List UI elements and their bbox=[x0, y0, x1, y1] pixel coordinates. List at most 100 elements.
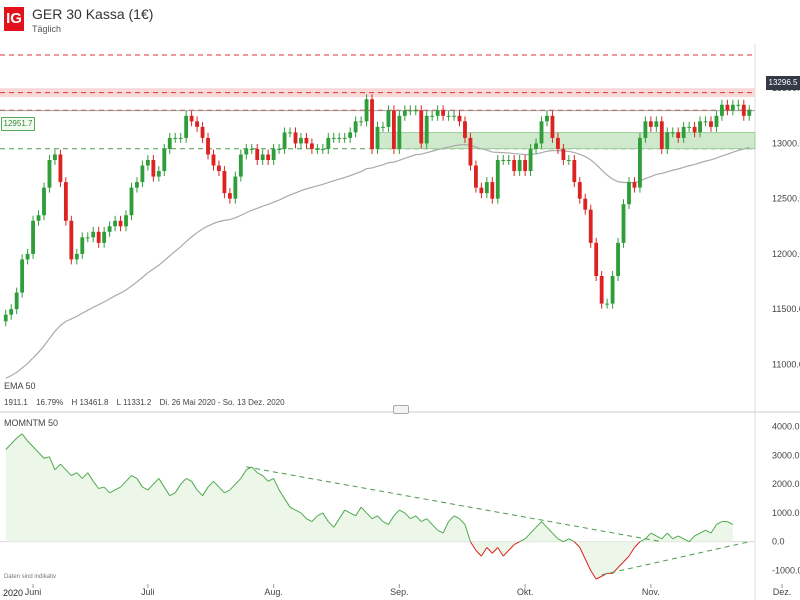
price-tick-label: 13000.0 bbox=[772, 138, 800, 148]
candle-body bbox=[167, 137, 172, 149]
ema-indicator-label[interactable]: EMA 50 bbox=[4, 381, 36, 391]
candle-body bbox=[599, 276, 604, 304]
momentum-segment bbox=[404, 512, 411, 520]
x-tick-label: Okt. bbox=[517, 587, 534, 597]
candle-body bbox=[413, 110, 418, 112]
candle-body bbox=[102, 231, 107, 243]
momentum-indicator-label[interactable]: MOMNTM 50 bbox=[4, 418, 58, 428]
info-value-2: 16.79% bbox=[36, 398, 64, 407]
momentum-segment bbox=[491, 547, 499, 554]
momentum-segment bbox=[262, 475, 269, 482]
momentum-segment bbox=[399, 509, 406, 514]
candle-body bbox=[616, 242, 620, 276]
momentum-segment bbox=[426, 518, 433, 525]
momentum-area bbox=[5, 433, 733, 580]
momentum-segment bbox=[371, 515, 378, 520]
candle-body bbox=[129, 187, 134, 216]
support-level-badge: 12951.7 bbox=[1, 117, 35, 131]
momentum-period: 50 bbox=[48, 418, 59, 428]
momentum-segment bbox=[666, 532, 674, 540]
candle-body bbox=[545, 115, 549, 122]
momentum-segment bbox=[705, 529, 712, 534]
momentum-segment bbox=[229, 483, 236, 491]
info-high: H 13461.8 bbox=[71, 398, 109, 407]
ema-period: 50 bbox=[25, 381, 36, 391]
candle-body bbox=[80, 237, 85, 254]
candle-body bbox=[441, 110, 446, 116]
momentum-segment bbox=[65, 469, 72, 476]
momentum-segment bbox=[634, 541, 641, 548]
momentum-segment bbox=[180, 478, 187, 485]
candle-body bbox=[96, 231, 101, 243]
momentum-segment bbox=[393, 509, 400, 517]
momentum-segment bbox=[240, 469, 247, 479]
candle-body bbox=[386, 110, 391, 127]
candle-body bbox=[255, 148, 260, 160]
momentum-segment bbox=[677, 535, 684, 540]
candle-body bbox=[47, 160, 52, 188]
candle-body bbox=[320, 148, 325, 150]
candle-body bbox=[342, 137, 347, 139]
candle-body bbox=[244, 148, 249, 155]
candle-body bbox=[195, 121, 199, 127]
candle-body bbox=[632, 182, 637, 188]
momentum-segment bbox=[234, 478, 242, 485]
candle-body bbox=[151, 160, 156, 177]
momentum-tick-label: 4000.0 bbox=[772, 422, 800, 432]
momentum-segment bbox=[256, 472, 263, 476]
momentum-segment bbox=[688, 535, 695, 543]
candle-body bbox=[446, 115, 451, 117]
momentum-segment bbox=[513, 541, 520, 546]
candle-body bbox=[238, 154, 243, 177]
momentum-segment bbox=[158, 478, 165, 488]
momentum-segment bbox=[317, 512, 324, 517]
momentum-segment bbox=[568, 538, 575, 543]
candle-body bbox=[577, 182, 582, 199]
candle-body bbox=[271, 148, 276, 160]
candle-body bbox=[424, 115, 429, 144]
momentum-segment bbox=[437, 529, 444, 534]
candle-body bbox=[266, 154, 271, 160]
candle-body bbox=[381, 126, 385, 128]
candle-body bbox=[621, 204, 626, 243]
momentum-segment bbox=[639, 538, 646, 543]
momentum-segment bbox=[251, 466, 258, 474]
candle-body bbox=[326, 137, 331, 149]
candle-body bbox=[517, 160, 522, 172]
momentum-segment bbox=[43, 456, 50, 459]
candle-body bbox=[539, 121, 544, 144]
momentum-segment bbox=[645, 532, 652, 540]
price-tick-label: 11500.0 bbox=[772, 304, 800, 314]
momentum-segment bbox=[377, 515, 384, 522]
candle-body bbox=[534, 143, 538, 149]
momentum-segment bbox=[333, 518, 340, 528]
candle-body bbox=[156, 171, 161, 177]
momentum-segment bbox=[10, 437, 18, 445]
momentum-segment bbox=[60, 463, 67, 471]
momentum-segment bbox=[480, 547, 488, 557]
momentum-segment bbox=[5, 443, 12, 450]
candle-body bbox=[490, 182, 495, 199]
candle-body bbox=[353, 121, 358, 133]
candle-body bbox=[277, 148, 282, 150]
candle-body bbox=[397, 115, 402, 149]
momentum-segment bbox=[421, 518, 427, 523]
candle-body bbox=[173, 137, 178, 139]
info-date-range: Di. 26 Mai 2020 - So. 13 Dez. 2020 bbox=[159, 398, 285, 407]
timeframe-label: Täglich bbox=[32, 24, 62, 34]
pane-resize-handle[interactable] bbox=[393, 405, 409, 414]
momentum-segment bbox=[224, 489, 231, 494]
candle-body bbox=[206, 137, 210, 155]
momentum-segment bbox=[163, 486, 171, 496]
momentum-segment bbox=[699, 529, 706, 534]
momentum-segment bbox=[344, 509, 351, 514]
candle-body bbox=[20, 259, 25, 293]
candle-body bbox=[36, 215, 41, 221]
momentum-segment bbox=[552, 532, 559, 540]
candle-body bbox=[566, 160, 571, 161]
momentum-tick-label: 2000.0 bbox=[772, 479, 800, 489]
candle-body bbox=[741, 104, 746, 116]
momentum-segment bbox=[710, 524, 717, 534]
momentum-segment bbox=[530, 526, 537, 534]
